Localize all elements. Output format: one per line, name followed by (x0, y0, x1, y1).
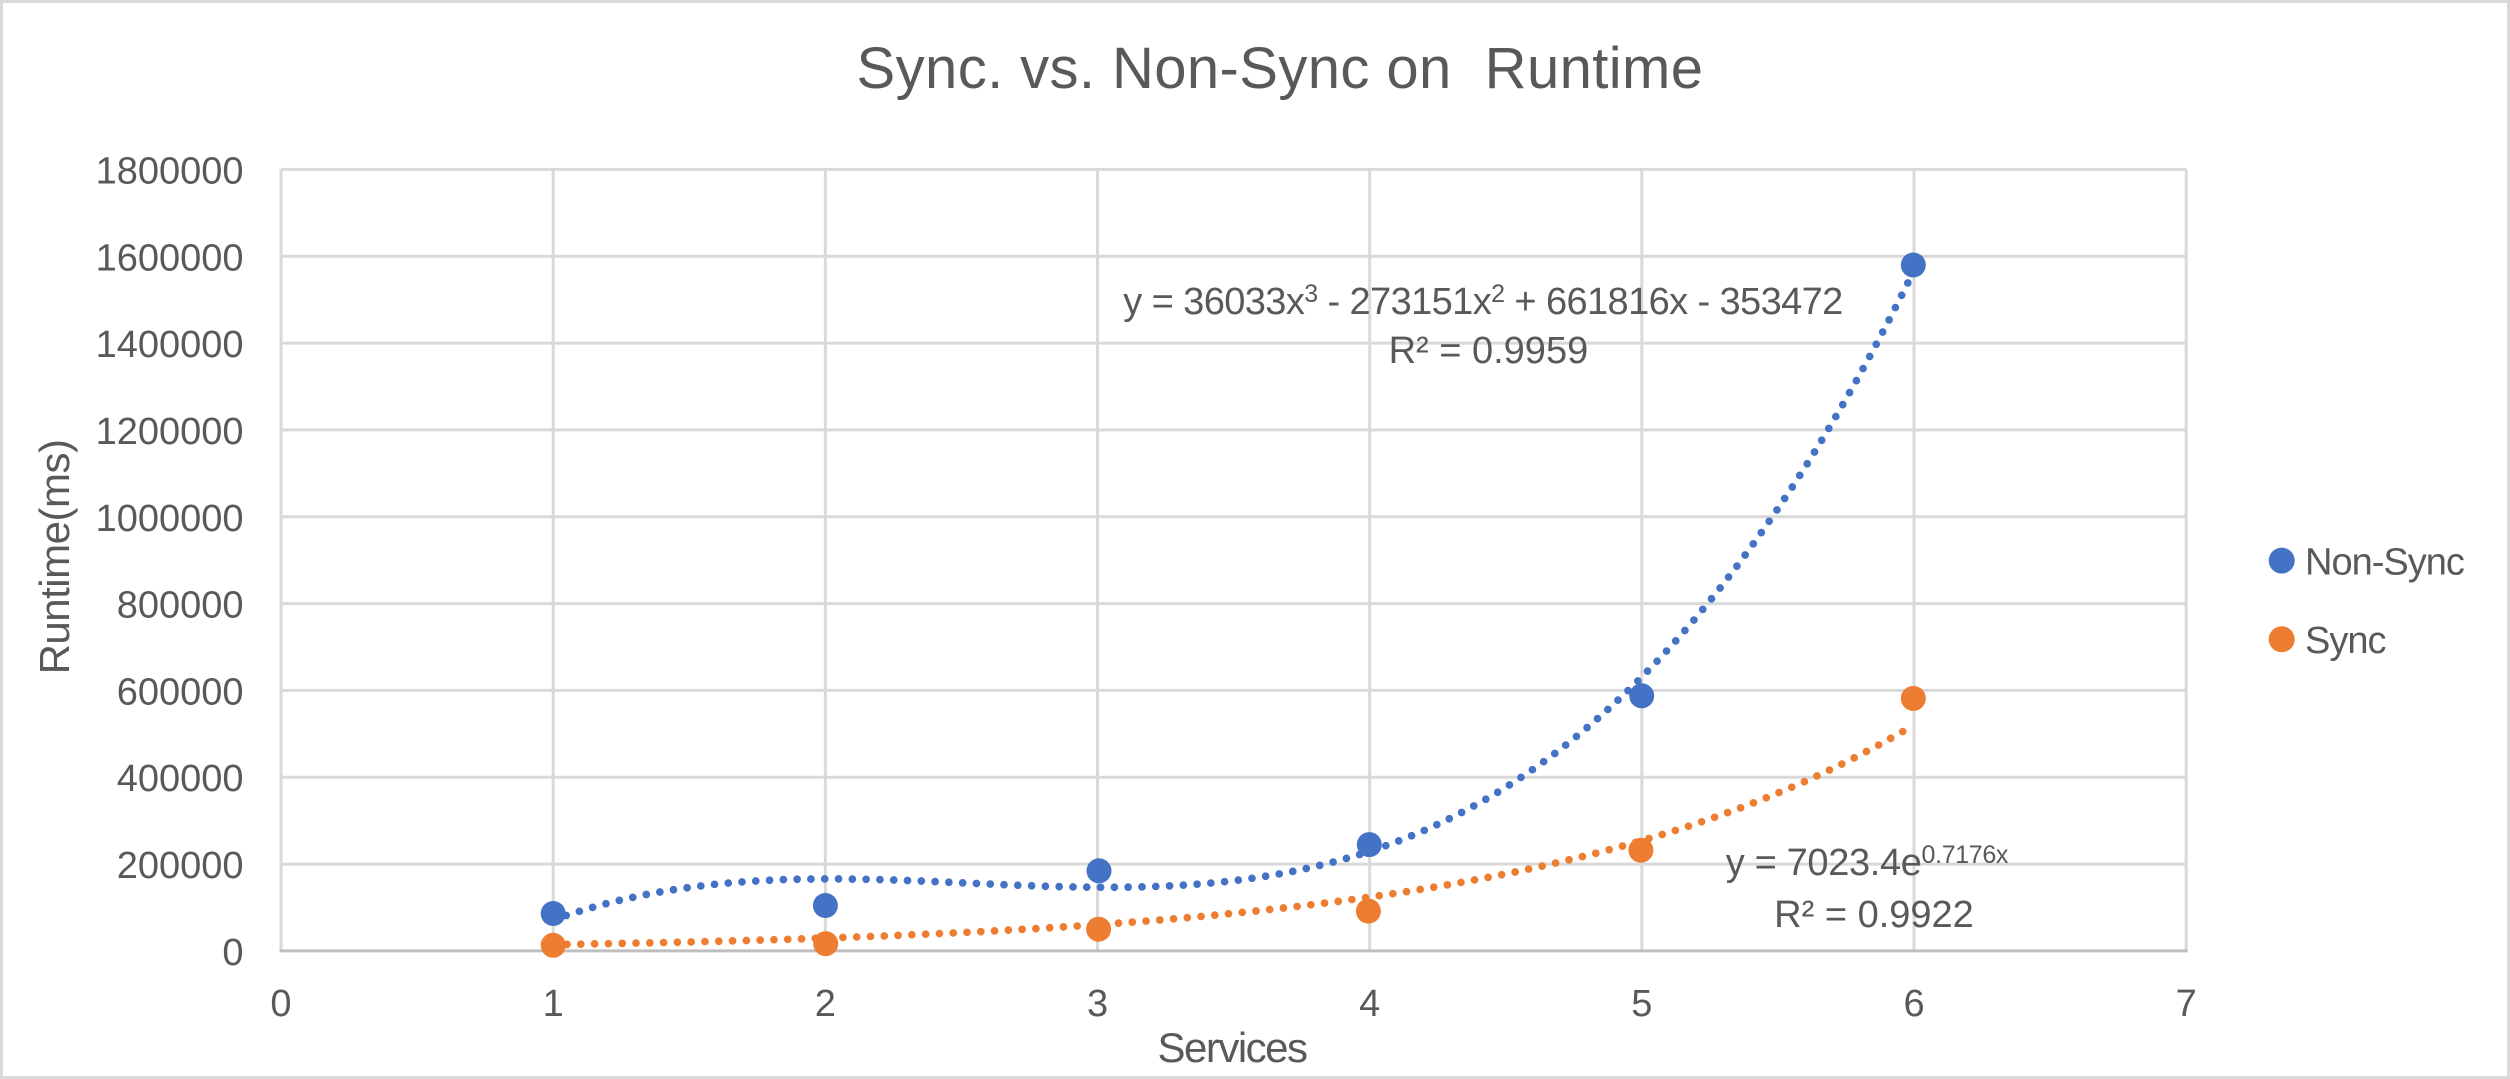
svg-text:3: 3 (1087, 983, 1108, 1025)
svg-text:7: 7 (2176, 983, 2197, 1025)
svg-text:600000: 600000 (117, 671, 244, 713)
svg-text:0: 0 (270, 983, 291, 1025)
svg-text:y = 36033x3 - 273151x2 + 66181: y = 36033x3 - 273151x2 + 661816x - 35347… (1123, 280, 1842, 323)
svg-text:Services: Services (1157, 1024, 1307, 1071)
svg-text:1000000: 1000000 (96, 498, 244, 540)
svg-text:Runtime(ms): Runtime(ms) (31, 440, 78, 675)
svg-text:1400000: 1400000 (96, 324, 244, 366)
svg-text:1200000: 1200000 (96, 411, 244, 453)
svg-text:1: 1 (543, 983, 564, 1025)
svg-text:200000: 200000 (117, 845, 244, 887)
svg-text:6: 6 (1903, 983, 1924, 1025)
svg-text:Sync. vs. Non-Sync on Runtime: Sync. vs. Non-Sync on Runtime (857, 36, 1704, 101)
svg-text:800000: 800000 (117, 585, 244, 627)
svg-text:400000: 400000 (117, 758, 244, 800)
svg-text:1800000: 1800000 (96, 150, 244, 192)
svg-text:1600000: 1600000 (96, 237, 244, 279)
svg-text:Non-Sync: Non-Sync (2305, 541, 2464, 583)
svg-text:R² = 0.9922: R² = 0.9922 (1774, 894, 1974, 936)
svg-text:R² = 0.9959: R² = 0.9959 (1389, 330, 1589, 372)
svg-text:Sync: Sync (2305, 620, 2385, 662)
svg-text:0: 0 (222, 932, 243, 974)
svg-text:y = 7023.4e0.7176x: y = 7023.4e0.7176x (1726, 841, 2009, 884)
svg-text:5: 5 (1631, 983, 1652, 1025)
svg-text:2: 2 (815, 983, 836, 1025)
svg-text:4: 4 (1359, 983, 1380, 1025)
